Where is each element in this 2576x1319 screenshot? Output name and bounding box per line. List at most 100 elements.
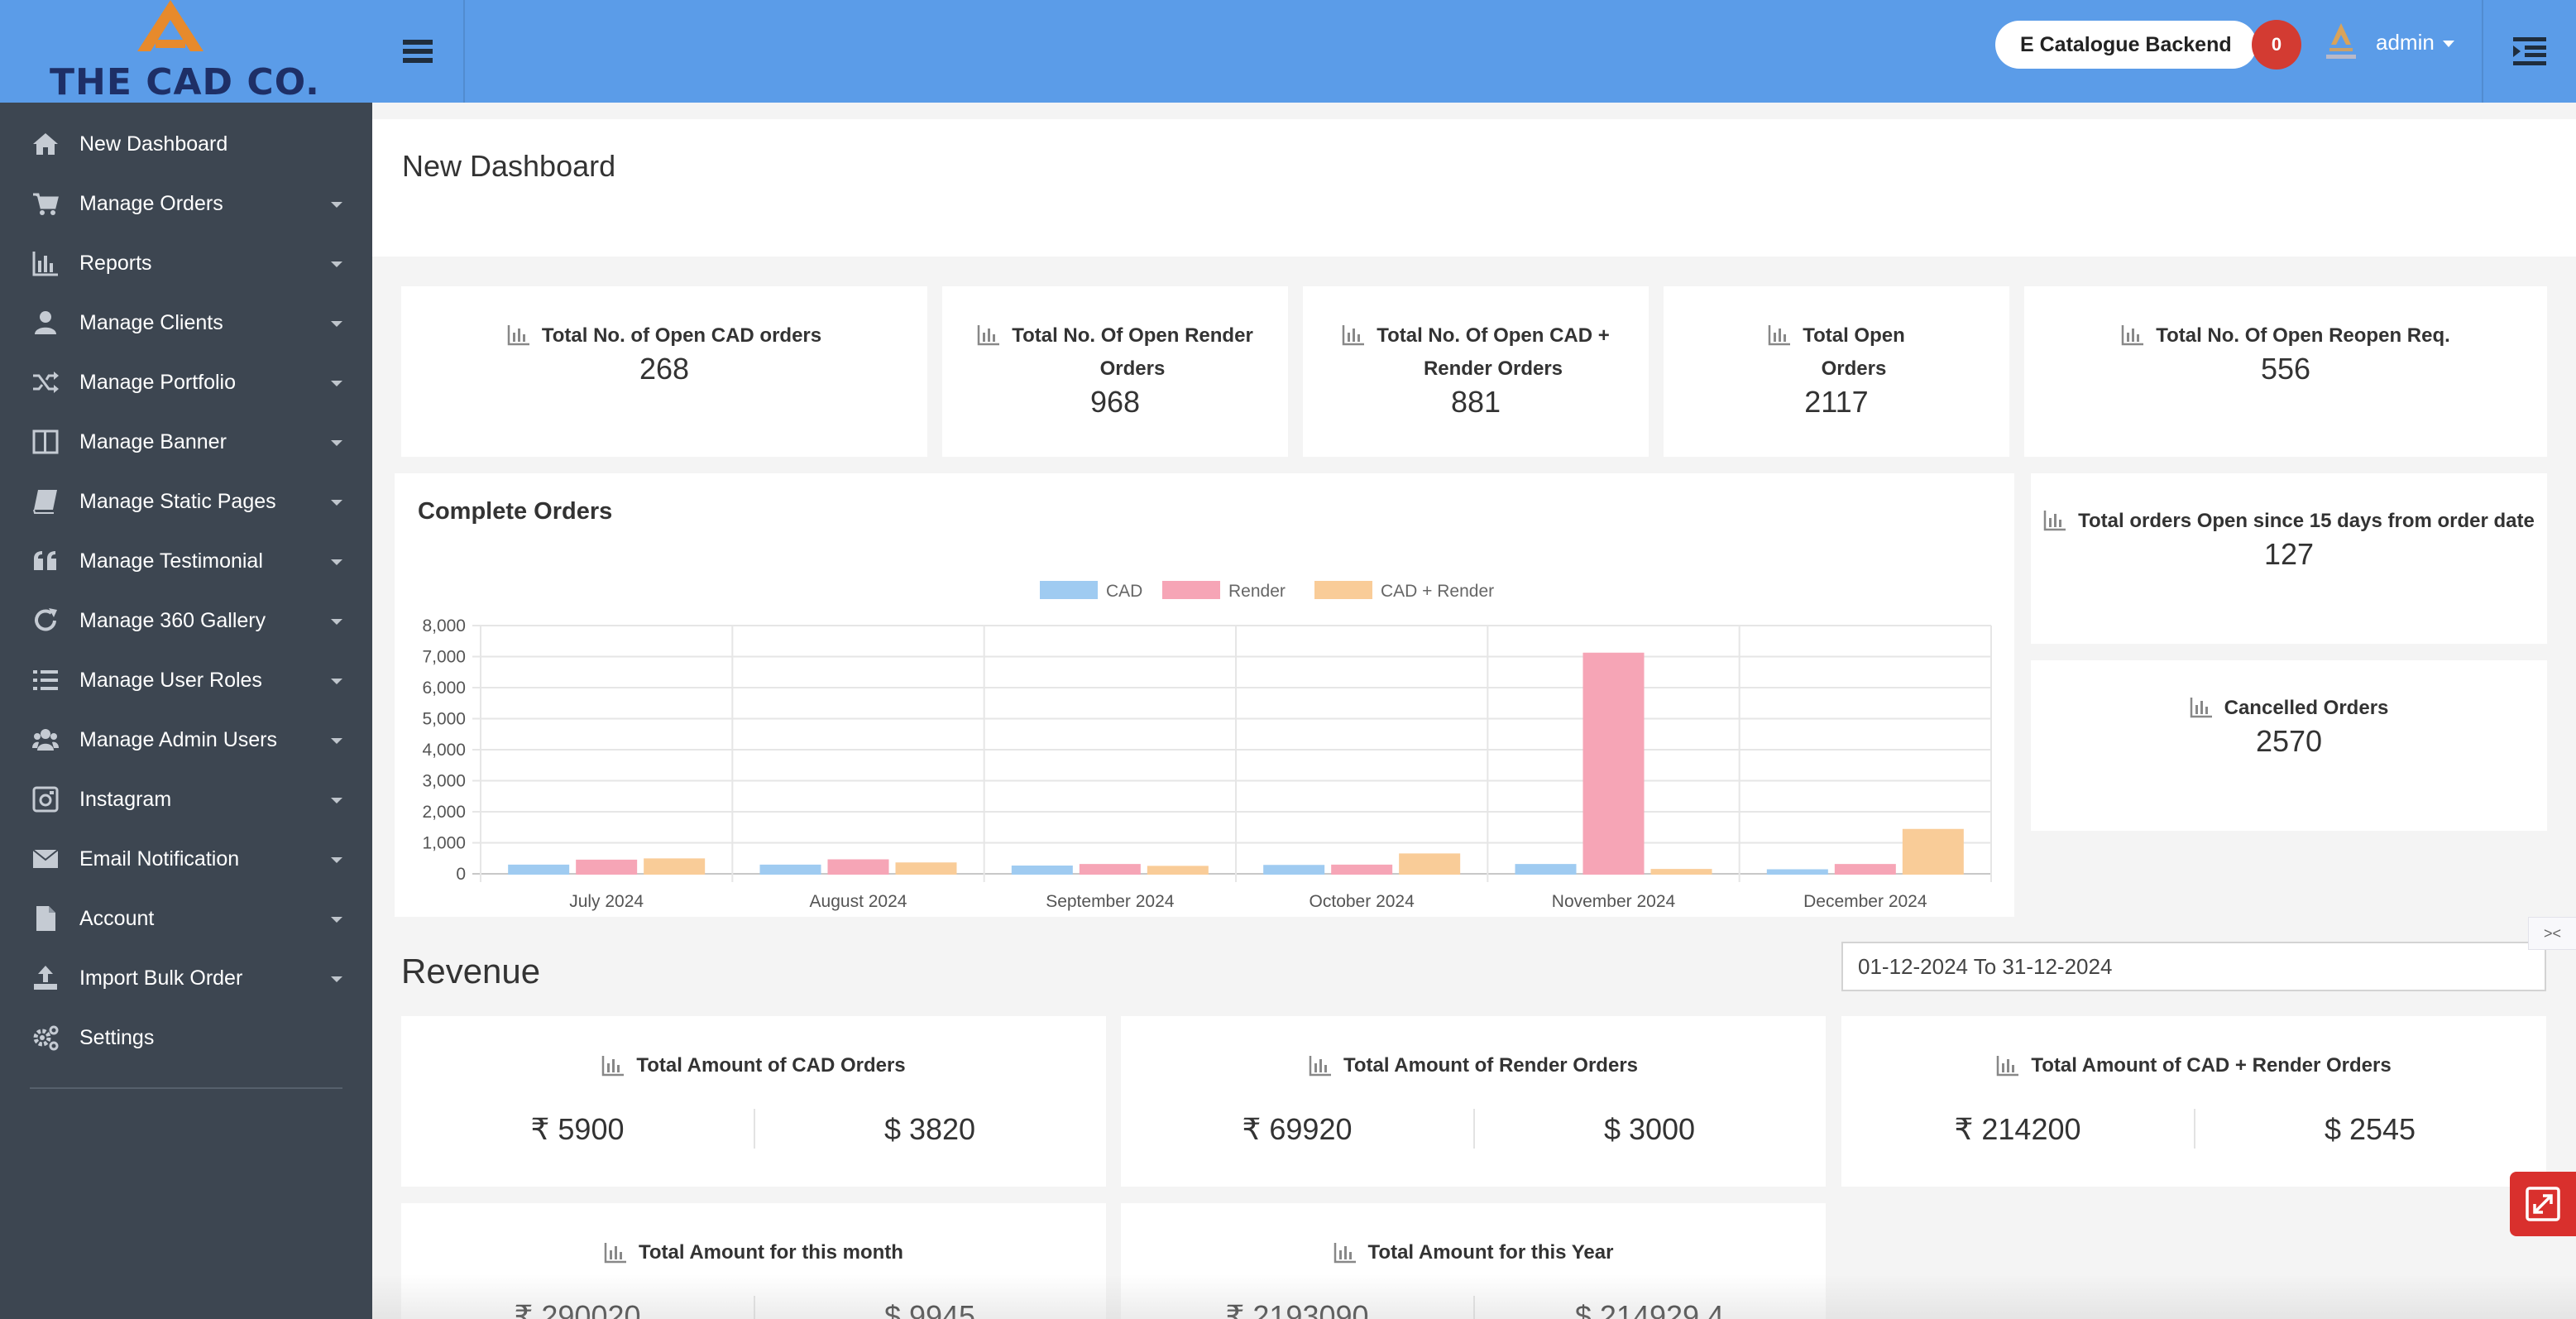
user-name: admin (2376, 30, 2435, 55)
sidebar-item-label: Manage Clients (79, 310, 223, 334)
right-panel-toggle-button[interactable] (2482, 0, 2576, 103)
brand-logo[interactable]: THE CAD CO. (0, 0, 372, 103)
bar-render (1331, 864, 1393, 875)
legend-swatch (1040, 581, 1098, 599)
sidebar-item-label: Manage User Roles (79, 668, 262, 692)
bar-render (827, 859, 889, 875)
user-menu[interactable]: admin (2376, 30, 2454, 55)
bar-render (1079, 864, 1141, 875)
revenue-card-cad-render: Total Amount of CAD + Render Orders ₹ 21… (1841, 1016, 2546, 1187)
stat-label: Cancelled Orders (2224, 697, 2389, 719)
sidebar-item-label: New Dashboard (79, 132, 228, 156)
bar-chart-icon (604, 1243, 627, 1264)
sidebar-item-manage-user-roles[interactable]: Manage User Roles (0, 650, 372, 710)
logo-triangle-icon (137, 0, 203, 51)
user-avatar[interactable] (2318, 20, 2364, 66)
legend-label: CAD (1106, 582, 1142, 601)
sidebar-item-label: Manage Static Pages (79, 489, 276, 513)
revenue-inr: ₹ 290020 (514, 1299, 641, 1319)
sidebar-item-manage-portfolio[interactable]: Manage Portfolio (0, 353, 372, 412)
sidebar-item-instagram[interactable]: Instagram (0, 770, 372, 829)
envelope-icon (32, 849, 59, 868)
revenue-inr: ₹ 5900 (530, 1112, 625, 1146)
bar-cad (508, 864, 570, 875)
revenue-label: Total Amount for this Year (1367, 1241, 1614, 1264)
sidebar-item-import-bulk-order[interactable]: Import Bulk Order (0, 948, 372, 1008)
sidebar-item-label: Account (79, 906, 155, 930)
bar-render (576, 859, 638, 875)
bar-cad-render (1399, 853, 1461, 875)
bar-cad-render (1147, 866, 1209, 875)
y-tick-label: 3,000 (422, 772, 466, 791)
refresh-icon (35, 608, 57, 631)
complete-orders-chart-card: Complete Orders 0 1,000 2,000 3,000 4,000 5,0… (395, 473, 2014, 917)
y-tick-label: 8,000 (422, 616, 466, 636)
stat-label: Total orders Open since 15 days from ord… (2078, 510, 2535, 532)
bar-chart-icon (507, 325, 529, 346)
sidebar-item-manage-admin-users[interactable]: Manage Admin Users (0, 710, 372, 770)
sidebar-item-manage-testimonial[interactable]: Manage Testimonial (0, 531, 372, 591)
stat-label: Total No. Of Open Render Orders (1012, 324, 1253, 380)
home-icon (33, 133, 58, 155)
y-tick-label: 4,000 (422, 741, 466, 760)
sidebar-item-label: Manage Orders (79, 191, 223, 215)
sidebar-item-label: Settings (79, 1025, 155, 1049)
bar-chart-icon (1342, 325, 1365, 346)
file-icon (36, 906, 55, 931)
stat-label: Total No. Of Open Reopen Req. (2156, 324, 2450, 347)
sidebar-item-label: Import Bulk Order (79, 966, 243, 990)
sidebar-item-reports[interactable]: Reports (0, 233, 372, 293)
sidebar-item-label: Manage Portfolio (79, 370, 237, 394)
page-title: New Dashboard (402, 149, 616, 183)
revenue-label: Total Amount of CAD Orders (636, 1054, 906, 1077)
sidebar-item-manage-orders[interactable]: Manage Orders (0, 174, 372, 233)
bar-cad-render (644, 858, 706, 875)
bar-chart-icon (2121, 325, 2144, 346)
stat-label: Total No. of Open CAD orders (541, 324, 822, 347)
bar-cad (1766, 869, 1828, 875)
chevron-down-icon (331, 738, 342, 744)
chevron-down-icon (331, 559, 342, 565)
expand-fullscreen-button[interactable] (2510, 1172, 2576, 1236)
date-range-input[interactable]: 01-12-2024 To 31-12-2024 (1841, 942, 2546, 991)
collapse-handle-icon[interactable]: >< (2528, 917, 2576, 950)
logo-text: THE CAD CO. (50, 61, 320, 103)
sidebar-item-manage-banner[interactable]: Manage Banner (0, 412, 372, 472)
sidebar-item-manage-static-pages[interactable]: Manage Static Pages (0, 472, 372, 531)
bar-cad-render (1650, 869, 1712, 875)
sidebar-item-new-dashboard[interactable]: New Dashboard (0, 114, 372, 174)
revenue-label: Total Amount of CAD + Render Orders (2031, 1054, 2392, 1077)
bar-chart-icon (977, 325, 1000, 346)
sidebar-item-email-notification[interactable]: Email Notification (0, 829, 372, 889)
bar-render (1582, 652, 1645, 875)
sidebar-item-settings[interactable]: Settings (0, 1008, 372, 1067)
sidebar-item-manage-360-gallery[interactable]: Manage 360 Gallery (0, 591, 372, 650)
notification-badge[interactable]: 0 (2252, 20, 2301, 70)
sidebar: New Dashboard Manage Orders Reports Mana… (0, 103, 372, 1319)
bar-render (1834, 864, 1896, 875)
sidebar-divider (30, 1087, 342, 1089)
chart-title: Complete Orders (418, 498, 613, 525)
sidebar-toggle-button[interactable] (372, 0, 465, 103)
sidebar-item-manage-clients[interactable]: Manage Clients (0, 293, 372, 353)
stat-card-open-cad: Total No. of Open CAD orders 268 (401, 286, 927, 457)
chevron-down-icon (331, 857, 342, 863)
sidebar-item-account[interactable]: Account (0, 889, 372, 948)
bar-cad (1263, 865, 1325, 875)
complete-orders-chart: 0 1,000 2,000 3,000 4,000 5,000 6,000 7,000 8,00… (422, 581, 1992, 911)
revenue-label: Total Amount for this month (639, 1241, 903, 1264)
bar-chart-icon (2043, 511, 2066, 531)
sidebar-item-label: Reports (79, 251, 152, 275)
revenue-card-render: Total Amount of Render Orders ₹ 69920 $ 3… (1121, 1016, 1826, 1187)
revenue-usd: $ 3000 (1603, 1112, 1696, 1146)
e-catalogue-button[interactable]: E Catalogue Backend (1995, 21, 2257, 69)
revenue-label: Total Amount of Render Orders (1343, 1054, 1638, 1077)
x-tick-label: July 2024 (569, 892, 644, 911)
x-tick-label: December 2024 (1803, 892, 1927, 911)
chevron-down-icon (331, 500, 342, 506)
stat-card-open-reopen: Total No. Of Open Reopen Req. 556 (2024, 286, 2547, 457)
stat-card-open-cad-render: Total No. Of Open CAD + Render Orders 881 (1303, 286, 1649, 457)
stat-label: Total Open Orders (1803, 324, 1905, 380)
legend-swatch (1162, 581, 1220, 599)
revenue-usd: $ 214929.4 (1574, 1299, 1725, 1319)
